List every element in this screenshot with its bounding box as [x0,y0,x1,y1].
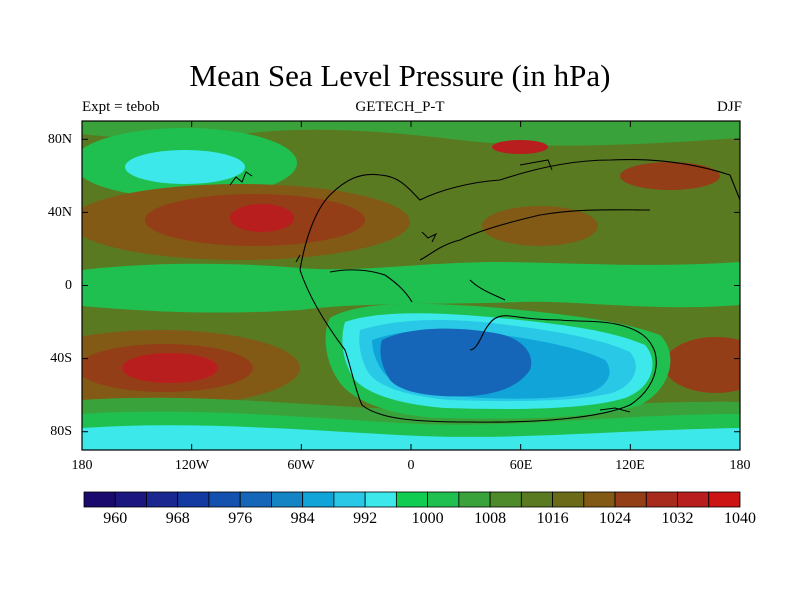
gondwana-low-core [380,328,532,397]
season-label: DJF [716,99,742,115]
lat-label-0: 0 [65,278,72,293]
colorbar-swatch [364,491,397,508]
lon-label-60e: 60E [509,458,533,473]
colorbar-label: 968 [165,510,190,527]
coastline [299,158,740,423]
lon-label-180w: 180 [71,458,93,473]
lat-label-80n: 80N [47,132,72,147]
island-outlines [229,159,631,413]
sp-east-high [664,337,740,393]
colorbar-swatch [458,491,491,508]
colorbar-swatch [677,491,710,508]
colorbar-label: 984 [290,510,315,527]
asian-high [620,162,720,190]
north-polar-band [82,121,740,146]
colorbar-swatch [302,491,335,508]
north-pacific-low-core [125,150,245,184]
colorbar-swatch [489,491,522,508]
sp-high-core [122,353,218,383]
colorbar-swatch [427,491,460,508]
colorbar-swatch [552,491,585,508]
lon-label-180e: 180 [729,458,751,473]
colorbar-swatch [177,491,210,508]
colorbar-swatch [333,491,366,508]
colorbar-swatch [239,491,272,508]
np-high-core [230,204,294,232]
colorbar-swatch [520,491,553,508]
colorbar-label: 976 [228,510,253,527]
tethys-high [482,206,598,246]
arctic-high [492,140,548,154]
lat-label-40s: 40S [50,351,72,366]
colorbar-swatch [83,491,116,508]
colorbar-swatch [395,491,429,508]
lon-label-0: 0 [407,458,415,473]
colorbar-label: 1008 [474,510,507,527]
southern-band-core [82,425,740,450]
colorbar-swatch [271,491,304,508]
colorbar-swatch [614,491,647,508]
colorbar-label: 1016 [536,510,569,527]
colorbar-swatch [645,491,678,508]
colorbar-label: 960 [103,510,128,527]
tick-marks [81,121,741,450]
equatorial-band [82,262,740,313]
chart-title: Mean Sea Level Pressure (in hPa) [189,58,611,93]
colorbar-label: 1000 [411,510,444,527]
colorbar-swatch [708,491,741,508]
lat-label-80s: 80S [50,424,72,439]
lon-label-120w: 120W [174,458,210,473]
colorbar-label: 1032 [661,510,694,527]
colorbar-swatch [114,491,147,508]
field-layer [82,121,740,450]
colorbar-label: 992 [353,510,378,527]
colorbar-swatch [583,491,616,508]
lon-label-60w: 60W [287,458,315,473]
experiment-label: Expt = tebob [82,99,160,115]
colorbar-swatch [146,491,179,508]
dataset-label: GETECH_P-T [355,99,445,115]
colorbar-label: 1040 [724,510,756,527]
lon-label-120e: 120E [615,458,645,473]
colorbar-swatch [208,491,241,508]
colorbar-label: 1024 [599,510,632,527]
lat-label-40n: 40N [47,205,72,220]
